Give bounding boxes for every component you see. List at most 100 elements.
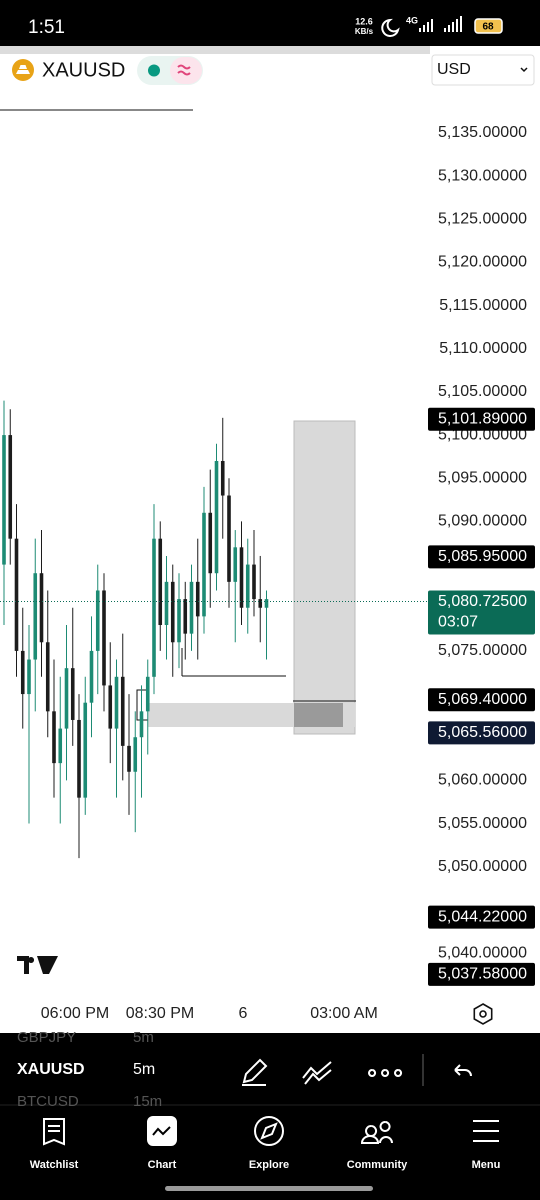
dnd-icon [381, 18, 400, 37]
battery-level: 68 [482, 22, 494, 33]
speed-unit: KB/s [355, 27, 374, 36]
next-symbol[interactable]: BTCUSD [17, 1093, 79, 1110]
candle-body [252, 564, 256, 600]
candle-body [139, 711, 144, 738]
price-tag-label: 5,080.72500 [438, 593, 527, 610]
candle-body [102, 590, 106, 686]
watchlist-icon[interactable] [43, 1118, 65, 1146]
toolbar-interval[interactable]: 5m [133, 1061, 155, 1078]
candle-body [83, 702, 88, 798]
y-tick-label: 5,120.00000 [438, 254, 527, 271]
plot: 5,135.00000 5,130.00000 5,125.00000 5,120.0… [0, 124, 535, 1022]
wave-icon [177, 64, 191, 76]
candle-body [2, 435, 6, 565]
candle-body [108, 685, 113, 729]
candle-body [95, 590, 100, 651]
candle-body [220, 460, 225, 496]
candle-body [70, 668, 75, 720]
candle-body [114, 676, 119, 729]
candle-body [264, 599, 269, 608]
candle-body [8, 435, 13, 539]
candle-body [189, 581, 194, 634]
y-tick-label: 5,105.00000 [438, 383, 527, 400]
prev-symbol[interactable]: GBPJPY [17, 1029, 76, 1046]
nav-label: Watchlist [30, 1159, 79, 1171]
range-box [293, 420, 356, 735]
clock: 1:51 [28, 17, 65, 38]
currency-select[interactable] [431, 54, 535, 86]
home-indicator [165, 1186, 373, 1191]
price-tag [428, 688, 535, 712]
price-tag [428, 590, 535, 635]
candle-body [120, 676, 125, 746]
candle-body [77, 719, 81, 798]
status-bar [0, 0, 540, 46]
y-tick-label: 5,050.00000 [438, 858, 527, 875]
y-tick-label: 5,060.00000 [438, 772, 527, 789]
candle-body [39, 573, 44, 643]
price-tag-label: 5,085.95000 [438, 548, 527, 565]
y-tick-label: 5,115.00000 [439, 297, 527, 314]
symbol[interactable]: XAUUSD [42, 59, 125, 81]
candle-body [152, 538, 156, 677]
network: 4G [406, 15, 418, 25]
candle-body [20, 650, 25, 695]
price-tag [428, 545, 535, 569]
candle-body [239, 547, 244, 608]
explore-needle [260, 1122, 278, 1140]
x-tick-label: 03:00 AM [310, 1005, 378, 1022]
next-interval[interactable]: 15m [133, 1093, 162, 1110]
tv-logo[interactable] [17, 956, 58, 974]
candle-body [45, 642, 50, 712]
candle-body [64, 668, 69, 729]
x-tick-label: 06:00 PM [41, 1005, 109, 1022]
more-tools[interactable] [368, 1069, 403, 1077]
community-icon[interactable] [360, 1121, 393, 1144]
price-tag [428, 721, 535, 745]
settings-icon-core [479, 1010, 487, 1018]
candle-body [27, 659, 31, 695]
candle-body [58, 728, 63, 764]
draw-tool[interactable] [242, 1058, 268, 1086]
price-tag-label: 5,044.22000 [438, 908, 527, 925]
explore-icon[interactable] [254, 1116, 284, 1146]
x-tick-label: 6 [239, 1005, 248, 1022]
y-tick-label: 5,135.00000 [438, 124, 527, 141]
undo[interactable] [454, 1064, 472, 1077]
y-tick-label: 5,125.00000 [438, 211, 527, 228]
session-badge [170, 57, 202, 84]
nav-label: Explore [249, 1159, 289, 1171]
candle-body [164, 581, 169, 626]
trend-tool[interactable] [302, 1061, 332, 1085]
settings-icon[interactable] [473, 1003, 493, 1025]
menu-icon[interactable] [473, 1120, 499, 1142]
nav-label: Chart [148, 1159, 177, 1171]
nav-label: Menu [472, 1159, 501, 1171]
candle-body [214, 460, 219, 574]
price-tag [428, 407, 535, 431]
y-tick-label: 5,040.00000 [438, 944, 527, 961]
candle-body [14, 538, 19, 651]
candle-body [195, 581, 200, 617]
y-tick-label: 5,075.00000 [438, 642, 527, 659]
currency[interactable]: USD [437, 61, 471, 78]
zone-overlap [294, 703, 343, 727]
dropdown-arrow [520, 67, 528, 73]
candle-body [52, 711, 56, 764]
prev-interval[interactable]: 5m [133, 1029, 154, 1046]
y-tick-label: 5,110.00000 [439, 340, 527, 357]
toolbar-symbol[interactable]: XAUUSD [17, 1061, 85, 1078]
nav-label: Community [347, 1159, 408, 1171]
candle-body [127, 745, 131, 772]
candle-body [245, 564, 250, 608]
candle-body [258, 599, 263, 608]
chart-icon[interactable] [147, 1116, 177, 1146]
candle-body [33, 573, 38, 660]
market-open-dot [148, 64, 160, 77]
nav-labels: Watchlist Chart Explore Community Menu [30, 1159, 501, 1171]
candle-body [177, 599, 181, 643]
candle-body [158, 538, 163, 626]
toolbar-strip [0, 46, 430, 54]
